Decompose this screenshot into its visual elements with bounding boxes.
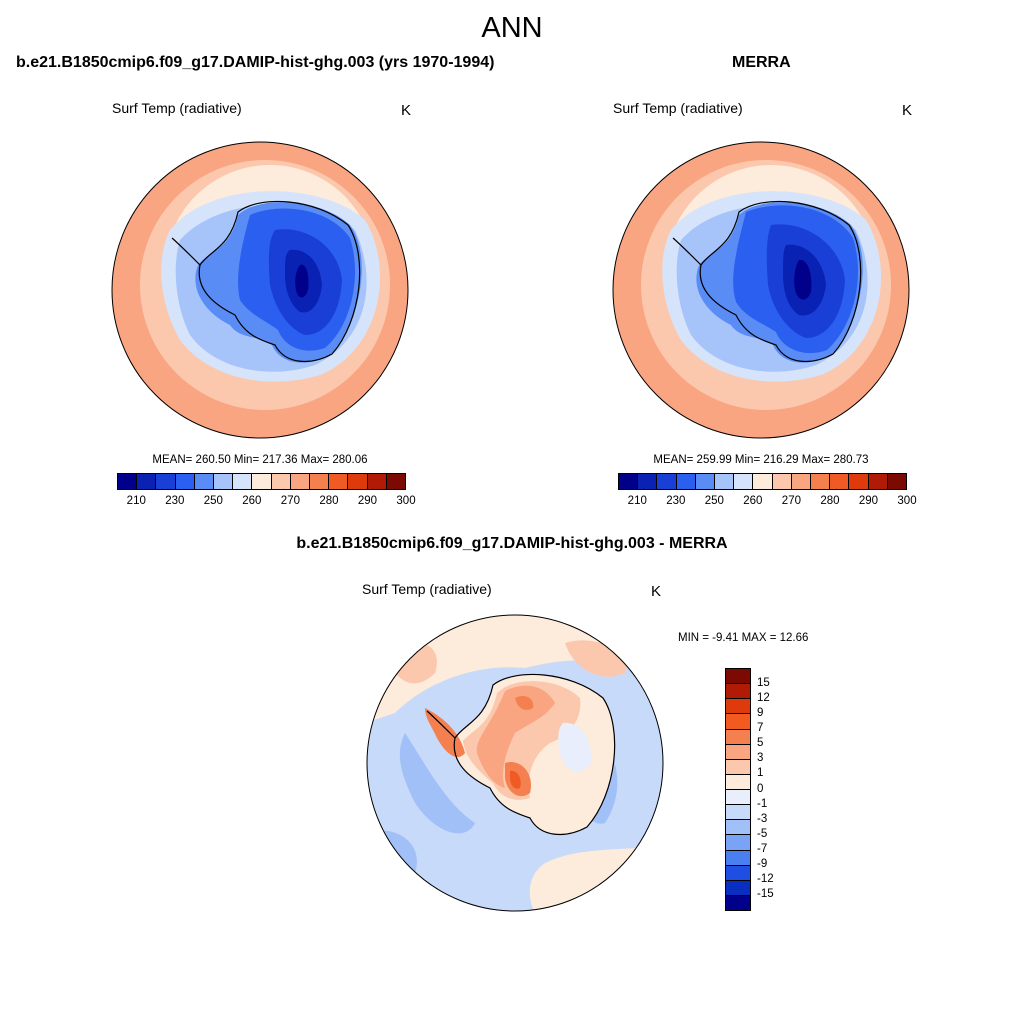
panel3-variable-label: Surf Temp (radiative): [362, 581, 492, 597]
colorbar-tick-label: 0: [757, 782, 764, 795]
colorbar-tick-label: 260: [743, 495, 763, 507]
colorbar-tick-label: 230: [666, 495, 686, 507]
colorbar-swatch: [726, 850, 750, 866]
colorbar-swatch: [726, 805, 750, 821]
colorbar-swatch: [657, 474, 677, 489]
colorbar-swatch: [868, 474, 888, 489]
colorbar-swatch: [156, 474, 176, 489]
colorbar-swatch: [726, 835, 750, 851]
colorbar-swatch: [726, 744, 750, 760]
colorbar-swatch: [887, 474, 907, 489]
colorbar-swatch: [214, 474, 234, 489]
colorbar-swatch: [676, 474, 696, 489]
colorbar-swatch: [310, 474, 330, 489]
colorbar-swatch: [726, 669, 750, 685]
colorbar-tick-label: 300: [396, 495, 416, 507]
panel2-stats: MEAN= 259.99 Min= 216.29 Max= 280.73: [653, 454, 869, 466]
panel3-minmax: MIN = -9.41 MAX = 12.66: [678, 632, 809, 644]
colorbar-tick-label: 280: [820, 495, 840, 507]
colorbar-tick-label: 250: [203, 495, 223, 507]
colorbar-tick-label: 270: [781, 495, 801, 507]
colorbar-swatch: [386, 474, 406, 489]
colorbar-swatch: [849, 474, 869, 489]
colorbar-swatch: [726, 880, 750, 896]
colorbar-tick-label: -1: [757, 797, 768, 810]
colorbar-swatch: [772, 474, 792, 489]
colorbar-tick-label: 15: [757, 677, 770, 690]
panel1-title: b.e21.B1850cmip6.f09_g17.DAMIP-hist-ghg.…: [16, 54, 495, 71]
colorbar-tick-label: 7: [757, 722, 764, 735]
colorbar-swatch: [329, 474, 349, 489]
panel1-units-label: K: [401, 102, 412, 119]
panel3-title: b.e21.B1850cmip6.f09_g17.DAMIP-hist-ghg.…: [296, 535, 728, 552]
colorbar-swatch: [619, 474, 639, 489]
colorbar-swatch: [271, 474, 291, 489]
colorbar-tick-label: 1: [757, 767, 764, 780]
colorbar-tick-label: 210: [126, 495, 146, 507]
panel2-colorbar: 210 230 250 260 270 280 290 300: [618, 473, 917, 507]
colorbar-tick-label: 3: [757, 752, 764, 765]
colorbar-swatch: [726, 699, 750, 715]
colorbar-swatch: [118, 474, 138, 489]
main-title: ANN: [481, 12, 543, 44]
colorbar-swatch: [367, 474, 387, 489]
colorbar-tick-label: 9: [757, 707, 764, 720]
colorbar-swatch: [695, 474, 716, 489]
colorbar-swatch: [194, 474, 215, 489]
colorbar-swatch: [137, 474, 157, 489]
colorbar-tick-label: 300: [897, 495, 917, 507]
colorbar-tick-label: 290: [357, 495, 378, 507]
panel2-south-pole-map: [612, 141, 910, 439]
colorbar-tick-label: 290: [858, 495, 879, 507]
colorbar-swatch: [348, 474, 368, 489]
colorbar-swatch: [830, 474, 850, 489]
colorbar-swatch: [290, 474, 311, 489]
panel2-variable-label: Surf Temp (radiative): [613, 100, 743, 116]
colorbar-swatch: [252, 474, 272, 489]
colorbar-tick-label: -15: [757, 887, 774, 900]
colorbar-tick-label: -5: [757, 827, 768, 840]
colorbar-tick-label: -9: [757, 857, 768, 870]
colorbar-swatch: [175, 474, 195, 489]
colorbar-tick-label: 270: [280, 495, 300, 507]
colorbar-swatch: [233, 474, 253, 489]
panel2-title: MERRA: [732, 54, 791, 71]
colorbar-swatch: [726, 865, 750, 881]
colorbar-swatch: [726, 790, 750, 806]
panel3-difference-map: [366, 614, 664, 912]
colorbar-swatch: [726, 729, 750, 745]
colorbar-tick-label: 5: [757, 737, 764, 750]
panel3-units-label: K: [651, 583, 662, 600]
panel1-variable-label: Surf Temp (radiative): [112, 100, 242, 116]
colorbar-swatch: [753, 474, 773, 489]
panel1-colorbar: 210 230 250 260 270 280 290 300: [117, 473, 416, 507]
colorbar-swatch: [726, 714, 750, 730]
panel3-colorbar: 15 12 9 7 5 3 1 0 -1 -3 -5 -7 -9 -12 -15: [725, 668, 774, 911]
colorbar-tick-label: 210: [627, 495, 647, 507]
colorbar-swatch: [734, 474, 754, 489]
colorbar-swatch: [726, 774, 750, 790]
colorbar-tick-label: -12: [757, 872, 774, 885]
panel1-stats: MEAN= 260.50 Min= 217.36 Max= 280.06: [152, 454, 368, 466]
colorbar-swatch: [638, 474, 658, 489]
colorbar-swatch: [726, 759, 750, 775]
colorbar-tick-label: 12: [757, 692, 770, 705]
colorbar-tick-label: -3: [757, 812, 768, 825]
colorbar-swatch: [811, 474, 831, 489]
colorbar-swatch: [715, 474, 735, 489]
panel2-units-label: K: [902, 102, 913, 119]
colorbar-swatch: [791, 474, 812, 489]
colorbar-tick-label: 250: [704, 495, 724, 507]
colorbar-tick-label: 260: [242, 495, 262, 507]
colorbar-tick-label: 230: [165, 495, 185, 507]
colorbar-tick-label: 280: [319, 495, 339, 507]
colorbar-tick-label: -7: [757, 842, 768, 855]
colorbar-swatch: [726, 820, 750, 836]
colorbar-swatch: [726, 895, 750, 910]
colorbar-swatch: [726, 684, 750, 700]
panel1-south-pole-map: [111, 141, 409, 439]
